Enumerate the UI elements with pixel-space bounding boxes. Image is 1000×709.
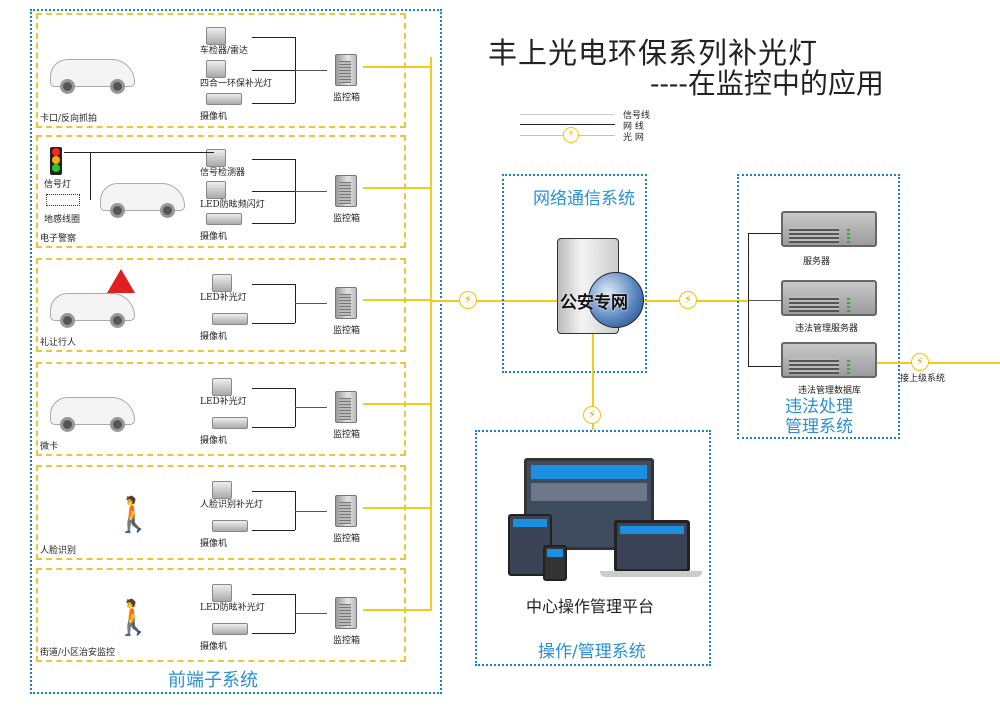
- device-label: 信号检测器: [200, 167, 246, 178]
- device-icon: [212, 273, 232, 292]
- cabinet-label: 监控箱: [333, 430, 361, 441]
- device-icon: [212, 377, 232, 396]
- device-icon: [206, 148, 226, 167]
- violation-management-system: [737, 174, 900, 439]
- fiber-icon: ⚡: [583, 406, 601, 424]
- front-end-panel: [36, 258, 406, 352]
- fiber-icon: ⚡: [563, 127, 579, 143]
- title-line1: 丰上光电环保系列补光灯: [488, 36, 819, 70]
- device-icon: [206, 181, 226, 200]
- camera-icon: [212, 312, 248, 325]
- device-label: 摄像机: [200, 539, 228, 550]
- fiber-icon: ⚡: [679, 291, 697, 309]
- monitoring-cabinet-icon: [335, 287, 357, 320]
- device-icon: [206, 59, 226, 78]
- operation-title: 操作/管理系统: [538, 642, 646, 662]
- operation-management-system: [475, 430, 711, 666]
- fiber-icon: ⚡: [911, 353, 929, 371]
- cabinet-label: 监控箱: [333, 214, 361, 225]
- server-label: 违法管理数据库: [798, 386, 862, 396]
- server-label: 服务器: [803, 257, 831, 267]
- device-icon: [212, 480, 232, 499]
- scene-label: 礼让行人: [40, 338, 77, 348]
- server-icon: [781, 280, 877, 316]
- device-icon: [206, 26, 226, 45]
- pedestrian-icon: 🚶: [112, 598, 155, 638]
- device-label: 四合一环保补光灯: [200, 78, 273, 89]
- cabinet-label: 监控箱: [333, 533, 361, 544]
- device-label: 摄像机: [200, 232, 228, 243]
- monitoring-cabinet-icon: [335, 175, 357, 208]
- network-title: 网络通信系统: [533, 189, 635, 209]
- monitoring-cabinet-icon: [335, 53, 357, 86]
- camera-icon: [212, 622, 248, 635]
- camera-icon: [212, 520, 248, 533]
- device-label: 摄像机: [200, 641, 228, 652]
- front-end-panel: [36, 362, 406, 456]
- ground-loop-icon: [46, 194, 80, 206]
- front-end-title: 前端子系统: [168, 670, 258, 691]
- front-end-panel: [36, 568, 406, 662]
- violation-title: 违法处理 管理系统: [785, 397, 853, 437]
- device-label: 摄像机: [200, 111, 228, 122]
- device-label: LED防眩补光灯: [200, 602, 265, 613]
- monitoring-cabinet-icon: [335, 494, 357, 527]
- front-end-panel: [36, 465, 406, 560]
- fiber-icon: ⚡: [459, 291, 477, 309]
- globe-icon: [588, 272, 644, 328]
- title-line2: ----在监控中的应用: [650, 67, 884, 100]
- camera-icon: [212, 416, 248, 429]
- server-icon: [781, 211, 877, 247]
- cabinet-label: 监控箱: [333, 636, 361, 647]
- database-server-icon: [781, 342, 877, 378]
- network-communication-system: [502, 174, 647, 373]
- front-end-panel: [36, 135, 406, 248]
- scene-label: 街道/小区治安监控: [40, 648, 116, 658]
- scene-label: 电子警察: [40, 234, 77, 244]
- pedestrian-icon: 🚶: [112, 495, 155, 535]
- monitoring-cabinet-icon: [335, 391, 357, 424]
- traffic-light-label: 信号灯: [44, 180, 72, 190]
- server-label: 违法管理服务器: [795, 324, 859, 334]
- public-security-network-label: 公安专网: [560, 293, 628, 313]
- traffic-light-icon: [50, 147, 62, 175]
- cabinet-label: 监控箱: [333, 326, 361, 337]
- camera-icon: [206, 213, 242, 226]
- device-label: LED补光灯: [200, 396, 247, 407]
- monitoring-cabinet-icon: [335, 597, 357, 630]
- device-label: LED防眩频闪灯: [200, 200, 265, 211]
- device-label: 车检器/雷达: [200, 45, 249, 56]
- device-icon: [212, 583, 232, 602]
- device-label: 人脸识别补光灯: [200, 499, 264, 510]
- front-end-subsystem: [30, 9, 442, 694]
- scene-label: 卡口/反向抓拍: [40, 114, 98, 124]
- ground-loop-label: 地感线圈: [44, 215, 81, 225]
- cabinet-label: 监控箱: [333, 92, 361, 103]
- platform-label: 中心操作管理平台: [526, 597, 655, 616]
- scene-label: 人脸识别: [40, 546, 77, 556]
- scene-label: 微卡: [40, 442, 59, 452]
- device-label: LED补光灯: [200, 292, 247, 303]
- device-label: 摄像机: [200, 435, 228, 446]
- device-label: 摄像机: [200, 331, 228, 342]
- uplink-label: 接上级系统: [900, 374, 946, 384]
- front-end-panel: [36, 13, 406, 128]
- camera-icon: [206, 92, 242, 105]
- crosswalk-sign-icon: [107, 269, 135, 293]
